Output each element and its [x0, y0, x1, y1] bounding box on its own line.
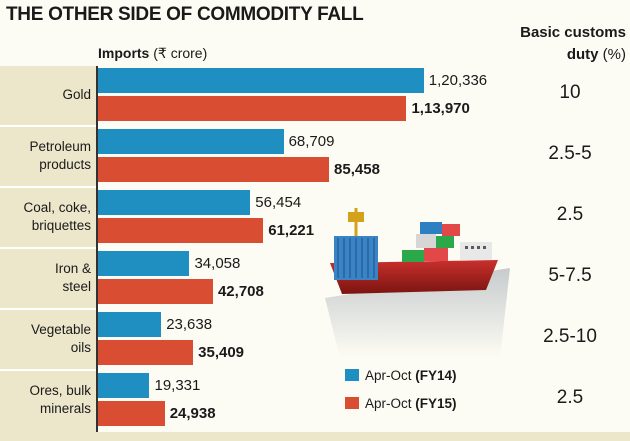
value-label-fy15: 24,938	[169, 405, 216, 422]
value-label-fy14: 34,058	[194, 255, 241, 272]
bar-fy14	[97, 312, 162, 337]
duty-value: 5-7.5	[548, 265, 592, 286]
value-label-fy14: 1,20,336	[428, 72, 488, 89]
duty-value: 2.5-10	[543, 326, 597, 347]
value-label-fy15: 1,13,970	[411, 100, 470, 117]
category-label: Ores, bulk minerals	[29, 382, 91, 416]
duty-value: 10	[559, 82, 581, 103]
row-separator	[0, 186, 97, 188]
bar-fy15	[97, 218, 264, 243]
row-separator	[0, 308, 97, 310]
legend-fy15-period: (FY15)	[415, 396, 457, 411]
bar-fy14	[97, 190, 251, 215]
category-label: Coal, coke, briquettes	[23, 199, 91, 233]
row-separator	[0, 247, 97, 249]
category-label: Gold	[62, 86, 91, 102]
value-label-fy14: 23,638	[166, 316, 213, 333]
value-label-fy15: 61,221	[268, 222, 315, 239]
bar-fy14	[97, 129, 284, 154]
duty-header: Basic customs duty (%)	[488, 22, 626, 66]
bar-fy14	[97, 373, 150, 398]
legend-fy15: Apr-Oct (FY15)	[345, 396, 457, 411]
value-label-fy14: 19,331	[154, 377, 201, 394]
category-label: Vegetable oils	[30, 321, 91, 355]
bar-fy15	[97, 340, 194, 365]
value-label-fy14: 56,454	[255, 194, 302, 211]
legend-fy14-period: (FY14)	[415, 368, 457, 383]
subtitle-unit: (₹ crore)	[153, 45, 208, 61]
category-band	[0, 66, 97, 441]
bar-fy15	[97, 96, 407, 121]
legend-fy14-swatch	[345, 369, 359, 381]
chart-subtitle: Imports (₹ crore)	[98, 45, 207, 62]
chart-title: THE OTHER SIDE OF COMMODITY FALL	[6, 4, 364, 25]
bar-fy14	[97, 251, 190, 276]
duty-value: 2.5	[556, 387, 584, 408]
duty-header-text: Basic customs duty	[520, 24, 626, 63]
legend-fy15-name: Apr-Oct	[365, 396, 412, 411]
value-label-fy14: 68,709	[288, 133, 335, 150]
bar-fy15	[97, 279, 213, 304]
bar-fy15	[97, 401, 165, 426]
legend-fy15-swatch	[345, 397, 359, 409]
bottom-strip	[0, 432, 630, 441]
category-label: Petroleum products	[29, 138, 91, 172]
legend-fy14-name: Apr-Oct	[365, 368, 412, 383]
value-label-fy15: 42,708	[217, 283, 264, 300]
category-label: Iron & steel	[54, 260, 91, 294]
duty-header-unit: (%)	[602, 46, 626, 63]
row-separator	[0, 125, 97, 127]
bar-fy15	[97, 157, 330, 182]
row-separator	[0, 369, 97, 371]
duty-value: 2.5-5	[548, 143, 592, 164]
legend-fy14: Apr-Oct (FY14)	[345, 368, 457, 383]
axis-line	[96, 66, 98, 432]
subtitle-text: Imports	[98, 45, 150, 61]
bar-fy14	[97, 68, 424, 93]
value-label-fy15: 85,458	[334, 161, 380, 178]
value-label-fy15: 35,409	[198, 344, 245, 361]
duty-value: 2.5	[556, 204, 584, 225]
cargo-ship-illustration	[325, 208, 510, 358]
